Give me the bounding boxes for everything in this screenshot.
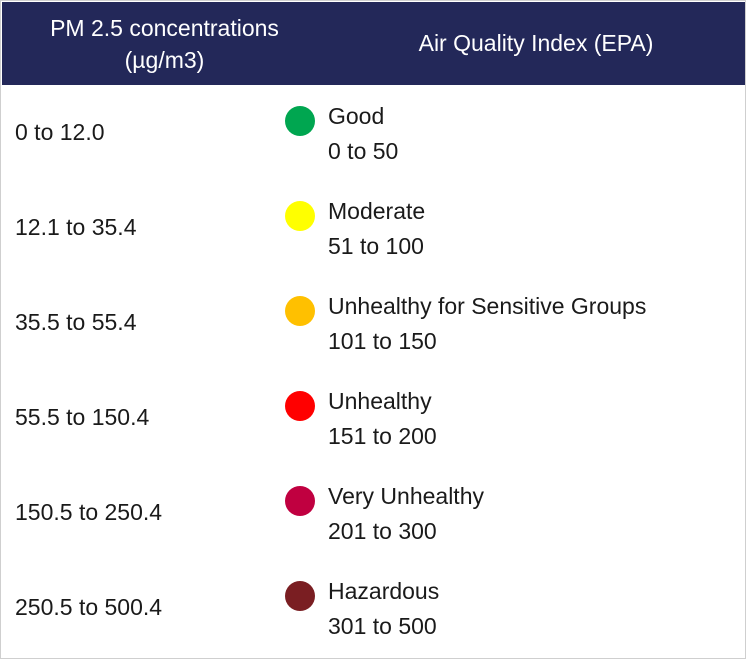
pm-range: 250.5 to 500.4: [15, 594, 163, 620]
aqi-category: Unhealthy for Sensitive Groups 101 to 15…: [328, 289, 646, 359]
category-name: Unhealthy: [328, 388, 432, 414]
color-dot-icon: [285, 106, 315, 136]
aqi-category: Moderate 51 to 100: [328, 194, 425, 264]
pm-range: 0 to 12.0: [15, 119, 105, 145]
category-name: Hazardous: [328, 578, 440, 604]
aqi-range: 151 to 200: [328, 423, 437, 449]
category-name: Good: [328, 103, 385, 129]
pm-range: 35.5 to 55.4: [15, 309, 137, 335]
table-row: 0 to 12.0 Good 0 to 50: [1, 85, 744, 180]
table-row: 12.1 to 35.4 Moderate 51 to 100: [1, 180, 744, 275]
pm-column-header: PM 2.5 concentrations (µg/m3): [2, 2, 327, 85]
color-dot-icon: [285, 391, 315, 421]
table-row: 55.5 to 150.4 Unhealthy 151 to 200: [1, 370, 744, 465]
pm-range: 12.1 to 35.4: [15, 214, 137, 240]
pm-header-line2: (µg/m3): [124, 46, 205, 73]
aqi-range: 301 to 500: [328, 613, 437, 639]
color-dot-icon: [285, 296, 315, 326]
pm-header-line1: PM 2.5 concentrations: [50, 14, 279, 41]
category-name: Very Unhealthy: [328, 483, 484, 509]
category-name: Unhealthy for Sensitive Groups: [328, 293, 647, 319]
color-dot-icon: [285, 581, 315, 611]
aqi-range: 51 to 100: [328, 233, 424, 259]
table-row: 35.5 to 55.4 Unhealthy for Sensitive Gro…: [1, 275, 744, 370]
aqi-header-title: Air Quality Index (EPA): [418, 30, 654, 56]
table-row: 150.5 to 250.4 Very Unhealthy 201 to 300: [1, 465, 744, 560]
aqi-range: 101 to 150: [328, 328, 437, 354]
aqi-range: 0 to 50: [328, 138, 399, 164]
pm-range: 150.5 to 250.4: [15, 499, 163, 525]
aqi-category: Very Unhealthy 201 to 300: [328, 479, 484, 549]
pm-range: 55.5 to 150.4: [15, 404, 150, 430]
aqi-category: Hazardous 301 to 500: [328, 574, 439, 644]
color-dot-icon: [285, 486, 315, 516]
aqi-range: 201 to 300: [328, 518, 437, 544]
aqi-column-header: Air Quality Index (EPA): [327, 2, 745, 85]
category-name: Moderate: [328, 198, 426, 224]
color-dot-icon: [285, 201, 315, 231]
aqi-category: Unhealthy 151 to 200: [328, 384, 437, 454]
aqi-category: Good 0 to 50: [328, 99, 398, 169]
table-row: 250.5 to 500.4 Hazardous 301 to 500: [1, 560, 744, 655]
table-header: PM 2.5 concentrations (µg/m3) Air Qualit…: [2, 2, 745, 85]
